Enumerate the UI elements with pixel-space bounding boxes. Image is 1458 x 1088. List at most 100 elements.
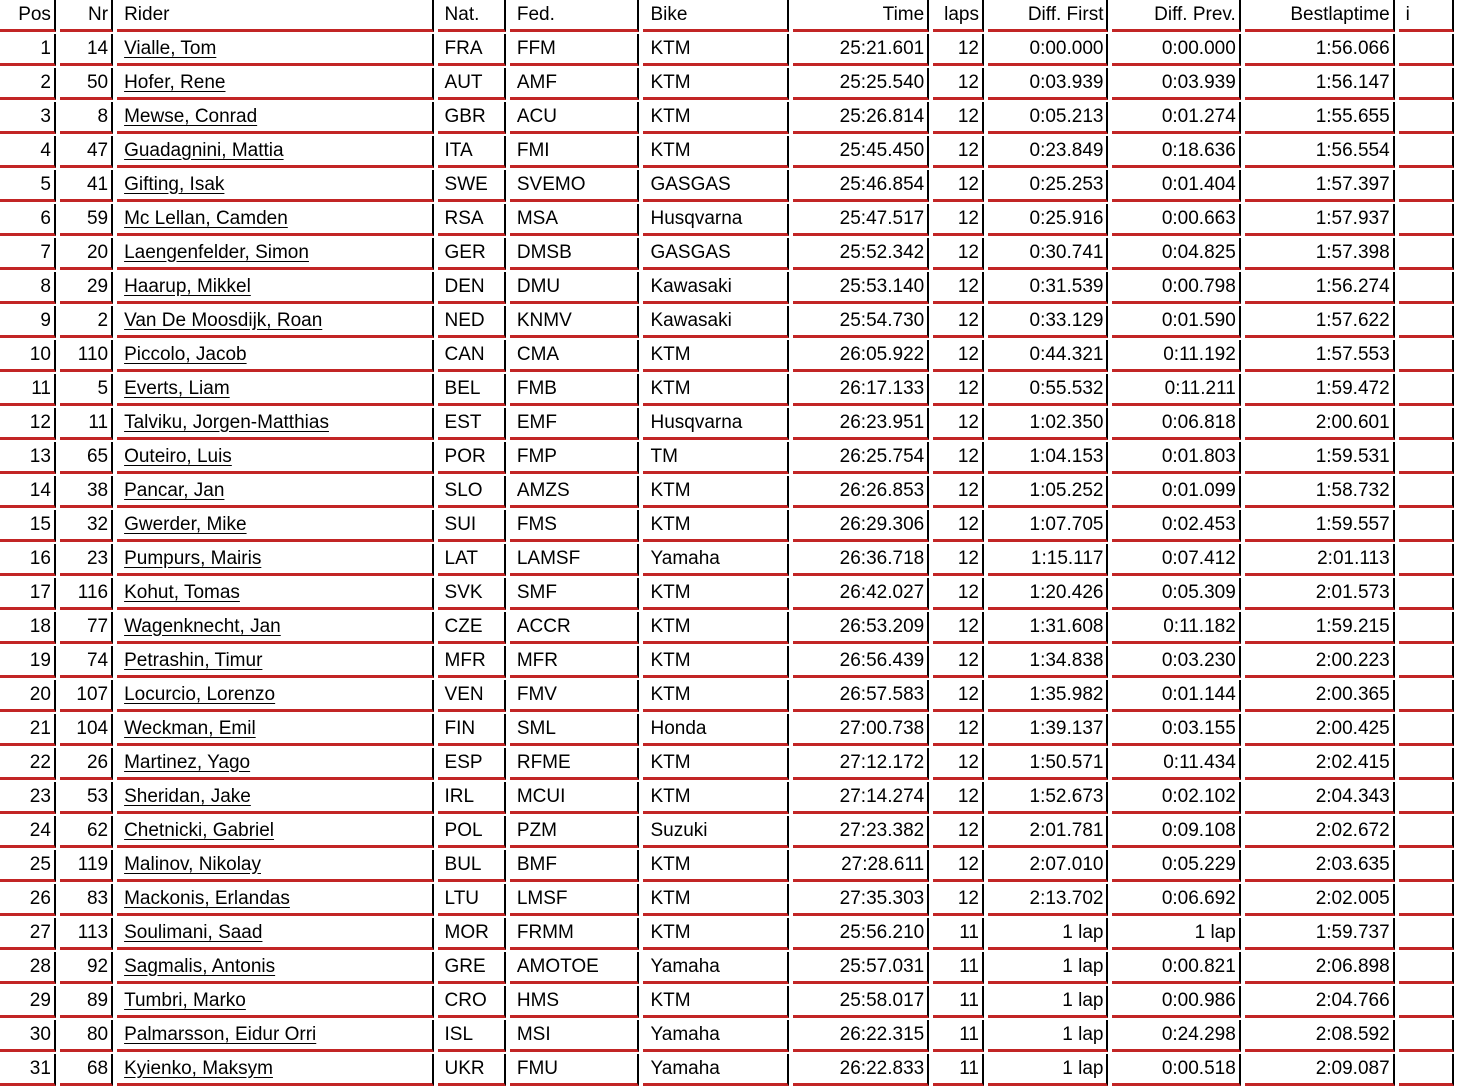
rider-link[interactable]: Petrashin, Timur — [124, 649, 263, 671]
cell-extra — [1398, 170, 1454, 202]
table-row: 27 113 Soulimani, Saad MOR FRMM KTM 25:56.210 1… — [0, 918, 1454, 950]
cell-fed: DMSB — [509, 238, 640, 270]
cell-diff-prev: 0:02.102 — [1112, 782, 1241, 814]
rider-link[interactable]: Sheridan, Jake — [124, 785, 251, 807]
rider-link[interactable]: Gwerder, Mike — [124, 513, 247, 535]
cell-laps: 11 — [933, 918, 984, 950]
rider-link[interactable]: Laengenfelder, Simon — [124, 241, 309, 263]
cell-diff-prev: 0:01.404 — [1112, 170, 1241, 202]
rider-link[interactable]: Piccolo, Jacob — [124, 343, 247, 365]
cell-time: 26:05.922 — [792, 340, 930, 372]
rider-link[interactable]: Palmarsson, Eidur Orri — [124, 1023, 317, 1045]
cell-extra — [1398, 102, 1454, 134]
table-row: 28 92 Sagmalis, Antonis GRE AMOTOE Yamaha 25:5… — [0, 952, 1454, 984]
cell-pos: 15 — [0, 510, 56, 542]
rider-link[interactable]: Outeiro, Luis — [124, 445, 232, 467]
rider-link[interactable]: Gifting, Isak — [124, 173, 225, 195]
rider-link[interactable]: Locurcio, Lorenzo — [124, 683, 276, 705]
table-header-row: Pos Nr Rider Nat. Fed. Bike Time laps Diff. Firs… — [0, 0, 1454, 32]
cell-pos: 2 — [0, 68, 56, 100]
rider-link[interactable]: Mewse, Conrad — [124, 105, 258, 127]
cell-bike: KTM — [643, 510, 789, 542]
cell-rider: Petrashin, Timur — [117, 646, 434, 678]
rider-link[interactable]: Kyienko, Maksym — [124, 1057, 273, 1079]
cell-bike: KTM — [643, 578, 789, 610]
cell-extra — [1398, 816, 1454, 848]
table-row: 13 65 Outeiro, Luis POR FMP TM 26:25.754 12 1:04… — [0, 442, 1454, 474]
cell-diff-first: 1:50.571 — [987, 748, 1109, 780]
cell-time: 25:57.031 — [792, 952, 930, 984]
cell-rider: Laengenfelder, Simon — [117, 238, 434, 270]
cell-fed: SML — [509, 714, 640, 746]
col-header-time: Time — [792, 0, 930, 32]
cell-diff-first: 1:07.705 — [987, 510, 1109, 542]
rider-link[interactable]: Sagmalis, Antonis — [124, 955, 276, 977]
cell-rider: Guadagnini, Mattia — [117, 136, 434, 168]
table-row: 1 14 Vialle, Tom FRA FFM KTM 25:21.601 12 0:00.0… — [0, 34, 1454, 66]
rider-link[interactable]: Hofer, Rene — [124, 71, 226, 93]
cell-diff-first: 0:05.213 — [987, 102, 1109, 134]
cell-rider: Vialle, Tom — [117, 34, 434, 66]
cell-rider: Sheridan, Jake — [117, 782, 434, 814]
table-row: 10 110 Piccolo, Jacob CAN CMA KTM 26:05.922 12 0… — [0, 340, 1454, 372]
cell-diff-prev: 0:00.821 — [1112, 952, 1241, 984]
rider-link[interactable]: Mc Lellan, Camden — [124, 207, 288, 229]
cell-extra — [1398, 986, 1454, 1018]
rider-link[interactable]: Kohut, Tomas — [124, 581, 240, 603]
cell-nat: ITA — [437, 136, 506, 168]
cell-pos: 26 — [0, 884, 56, 916]
cell-nr: 5 — [59, 374, 114, 406]
cell-laps: 12 — [933, 646, 984, 678]
rider-link[interactable]: Soulimani, Saad — [124, 921, 263, 943]
rider-link[interactable]: Guadagnini, Mattia — [124, 139, 284, 161]
cell-fed: EMF — [509, 408, 640, 440]
rider-link[interactable]: Weckman, Emil — [124, 717, 256, 739]
cell-time: 25:54.730 — [792, 306, 930, 338]
cell-nat: MFR — [437, 646, 506, 678]
cell-diff-first: 1:52.673 — [987, 782, 1109, 814]
cell-bike: GASGAS — [643, 238, 789, 270]
rider-link[interactable]: Malinov, Nikolay — [124, 853, 261, 875]
cell-diff-prev: 0:02.453 — [1112, 510, 1241, 542]
cell-extra — [1398, 544, 1454, 576]
table-row: 16 23 Pumpurs, Mairis LAT LAMSF Yamaha 26:36.7… — [0, 544, 1454, 576]
cell-extra — [1398, 680, 1454, 712]
cell-time: 27:35.303 — [792, 884, 930, 916]
cell-laps: 12 — [933, 850, 984, 882]
cell-laps: 11 — [933, 952, 984, 984]
cell-fed: KNMV — [509, 306, 640, 338]
rider-link[interactable]: Haarup, Mikkel — [124, 275, 251, 297]
rider-link[interactable]: Tumbri, Marko — [124, 989, 246, 1011]
cell-bike: KTM — [643, 102, 789, 134]
rider-link[interactable]: Pancar, Jan — [124, 479, 225, 501]
table-row: 2 50 Hofer, Rene AUT AMF KTM 25:25.540 12 0:03.9… — [0, 68, 1454, 100]
cell-rider: Chetnicki, Gabriel — [117, 816, 434, 848]
cell-extra — [1398, 612, 1454, 644]
cell-bike: KTM — [643, 680, 789, 712]
cell-time: 26:17.133 — [792, 374, 930, 406]
rider-link[interactable]: Chetnicki, Gabriel — [124, 819, 275, 841]
cell-pos: 9 — [0, 306, 56, 338]
cell-diff-prev: 0:05.229 — [1112, 850, 1241, 882]
rider-link[interactable]: Vialle, Tom — [124, 37, 217, 59]
cell-nr: 23 — [59, 544, 114, 576]
rider-link[interactable]: Mackonis, Erlandas — [124, 887, 290, 909]
rider-link[interactable]: Talviku, Jorgen-Matthias — [124, 411, 329, 433]
cell-nr: 110 — [59, 340, 114, 372]
cell-bestlaptime: 1:58.732 — [1244, 476, 1395, 508]
cell-fed: BMF — [509, 850, 640, 882]
rider-link[interactable]: Wagenknecht, Jan — [124, 615, 281, 637]
rider-link[interactable]: Pumpurs, Mairis — [124, 547, 262, 569]
cell-extra — [1398, 272, 1454, 304]
cell-extra — [1398, 714, 1454, 746]
cell-bike: KTM — [643, 748, 789, 780]
rider-link[interactable]: Van De Moosdijk, Roan — [124, 309, 323, 331]
rider-link[interactable]: Martinez, Yago — [124, 751, 251, 773]
cell-diff-first: 1 lap — [987, 1020, 1109, 1052]
rider-link[interactable]: Everts, Liam — [124, 377, 230, 399]
cell-nr: 53 — [59, 782, 114, 814]
cell-pos: 5 — [0, 170, 56, 202]
cell-bike: TM — [643, 442, 789, 474]
cell-nat: DEN — [437, 272, 506, 304]
